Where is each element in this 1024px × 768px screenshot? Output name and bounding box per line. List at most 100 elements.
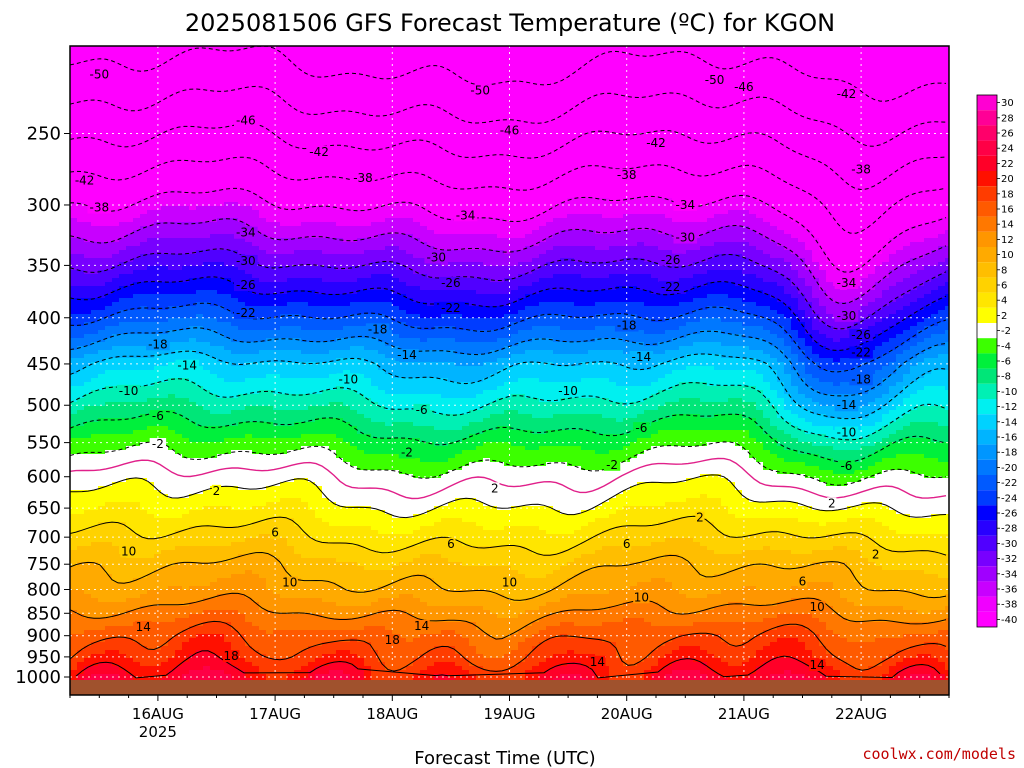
isotherm-label: -14 xyxy=(177,359,197,373)
isotherm-label: -6 xyxy=(635,421,647,435)
colorbar-swatch xyxy=(977,353,997,368)
colorbar-label: -18 xyxy=(1001,448,1017,459)
isotherm-label: 18 xyxy=(224,649,239,663)
x-tick-label: 20AUG xyxy=(601,705,653,723)
isotherm-label: -22 xyxy=(661,280,681,294)
isotherm-label: 10 xyxy=(121,544,136,558)
isotherm-label: -10 xyxy=(339,372,359,386)
isotherm-label: -30 xyxy=(837,309,857,323)
colorbar-swatch xyxy=(977,505,997,520)
y-tick-label: 500 xyxy=(27,395,61,416)
isotherm-label: 18 xyxy=(385,633,400,647)
colorbar-swatch xyxy=(977,338,997,353)
isotherm-label: -38 xyxy=(89,201,109,215)
colorbar-swatch xyxy=(977,323,997,338)
colorbar-label: -24 xyxy=(1001,493,1017,504)
x-tick-label: 16AUG xyxy=(132,705,184,723)
colorbar-swatch xyxy=(977,217,997,232)
colorbar-swatch xyxy=(977,445,997,460)
colorbar-swatch xyxy=(977,597,997,612)
colorbar-label: -12 xyxy=(1001,402,1017,413)
colorbar-label: 30 xyxy=(1001,98,1014,109)
isotherm-label: -6 xyxy=(416,403,428,417)
colorbar-swatch xyxy=(977,460,997,475)
isotherm-label: -34 xyxy=(675,198,695,212)
colorbar-label: 24 xyxy=(1001,144,1014,155)
y-axis: 2503003504004505005506006507007508008509… xyxy=(15,123,70,688)
colorbar-label: -40 xyxy=(1001,615,1017,626)
isotherm-label: -10 xyxy=(558,384,578,398)
isotherm-label: -34 xyxy=(837,276,857,290)
colorbar-label: -30 xyxy=(1001,539,1017,550)
colorbar-label: 2 xyxy=(1001,311,1007,322)
isotherm-label: -14 xyxy=(837,398,857,412)
colorbar-label: -10 xyxy=(1001,387,1017,398)
isotherm-label: -38 xyxy=(353,171,373,185)
isotherm-label: 14 xyxy=(136,620,151,634)
x-tick-sublabel: 2025 xyxy=(139,723,177,741)
colorbar-swatch xyxy=(977,277,997,292)
colorbar-swatch xyxy=(977,414,997,429)
isotherm-label: -30 xyxy=(426,250,446,264)
isotherm-label: -50 xyxy=(705,73,725,87)
colorbar-swatch xyxy=(977,171,997,186)
isotherm-label: 10 xyxy=(634,590,649,604)
colorbar-swatch xyxy=(977,369,997,384)
x-tick-label: 18AUG xyxy=(366,705,418,723)
isotherm-label: -42 xyxy=(646,136,666,150)
colorbar-label: -28 xyxy=(1001,524,1017,535)
isotherm-label: 14 xyxy=(810,658,825,672)
isotherm-label: 2 xyxy=(213,484,221,498)
colorbar-label: 18 xyxy=(1001,189,1014,200)
y-tick-label: 550 xyxy=(27,433,61,454)
colorbar-label: -8 xyxy=(1001,372,1011,383)
colorbar-swatch xyxy=(977,551,997,566)
y-tick-label: 300 xyxy=(27,195,61,216)
colorbar-swatch xyxy=(977,262,997,277)
isotherm-label: 14 xyxy=(590,655,605,669)
isotherm-label: -34 xyxy=(236,226,256,240)
isotherm-label: -10 xyxy=(119,384,139,398)
colorbar-label: 20 xyxy=(1001,174,1014,185)
isotherm-label: -22 xyxy=(441,301,461,315)
y-tick-label: 350 xyxy=(27,255,61,276)
colorbar-label: 14 xyxy=(1001,220,1014,231)
isotherm-label: 2 xyxy=(872,548,880,562)
ground-strip xyxy=(70,680,949,695)
y-tick-label: 700 xyxy=(27,527,61,548)
colorbar-swatch xyxy=(977,232,997,247)
isotherm-label: -18 xyxy=(851,372,871,386)
isotherm-label: -18 xyxy=(617,319,637,333)
x-axis-label: Forecast Time (UTC) xyxy=(414,748,595,768)
isotherm-label: -42 xyxy=(309,145,329,159)
isotherm-label: 10 xyxy=(282,576,297,590)
colorbar-label: 12 xyxy=(1001,235,1014,246)
colorbar-swatch xyxy=(977,125,997,140)
isotherm-label: -46 xyxy=(734,80,754,94)
credit-link[interactable]: coolwx.com/models xyxy=(862,745,1016,763)
colorbar-label: -2 xyxy=(1001,326,1011,337)
isotherm-label: 6 xyxy=(623,537,631,551)
colorbar-label: 22 xyxy=(1001,159,1014,170)
plot-area: -50-50-50-46-46-46-42-42-42-42-38-38 -38-… xyxy=(70,46,953,699)
colorbar-label: -14 xyxy=(1001,417,1017,428)
y-tick-label: 950 xyxy=(27,647,61,668)
colorbar-label: 10 xyxy=(1001,250,1014,261)
isotherm-label: -2 xyxy=(606,458,618,472)
colorbar-swatch xyxy=(977,95,997,110)
y-tick-label: 800 xyxy=(27,580,61,601)
isotherm-label: -46 xyxy=(500,123,520,137)
y-tick-label: 400 xyxy=(27,308,61,329)
colorbar-label: -16 xyxy=(1001,433,1017,444)
colorbar-label: -22 xyxy=(1001,478,1017,489)
colorbar-label: 28 xyxy=(1001,113,1014,124)
colorbar-swatch xyxy=(977,247,997,262)
colorbar-swatch xyxy=(977,612,997,627)
isotherm-label: -30 xyxy=(675,231,695,245)
isotherm-label: 6 xyxy=(799,575,807,589)
colorbar-swatch xyxy=(977,429,997,444)
isotherm-label: 2 xyxy=(696,511,704,525)
isotherm-label: -10 xyxy=(837,426,857,440)
